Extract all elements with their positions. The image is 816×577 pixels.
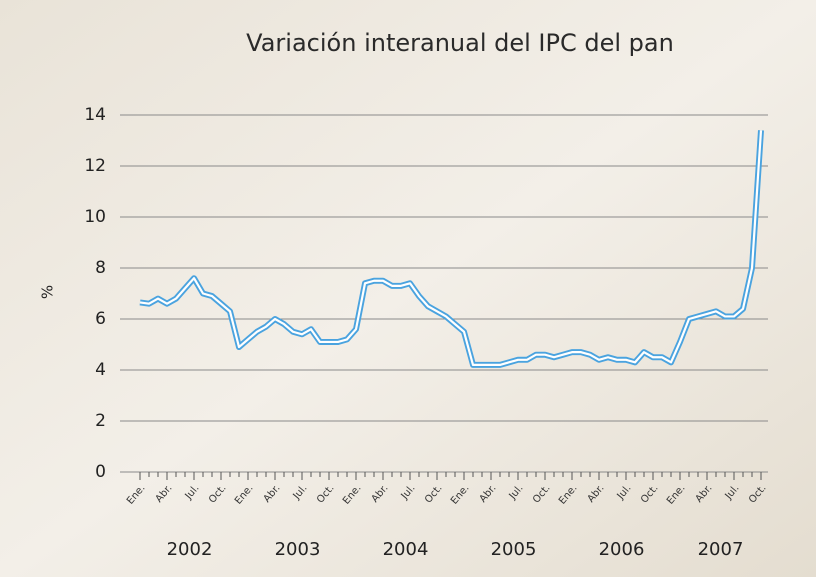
y-tick-label: 0 [95,462,106,482]
y-tick-label: 4 [95,360,106,380]
year-label: 2005 [491,539,537,560]
year-label: 2006 [599,539,645,560]
year-label: 2003 [275,539,321,560]
year-label: 2002 [167,539,213,560]
y-tick-label: 14 [84,105,106,125]
y-tick-label: 8 [95,258,106,278]
y-tick-label: 10 [84,207,106,227]
year-label: 2004 [383,539,429,560]
y-axis-label: % [39,285,57,299]
y-tick-label: 6 [95,309,106,329]
y-tick-label: 12 [84,156,106,176]
chart: Variación interanual del IPC del pan % 0… [0,0,816,577]
year-label: 2007 [698,539,744,560]
y-tick-label: 2 [95,411,106,431]
chart-title: Variación interanual del IPC del pan [246,29,674,57]
page: {"chart_data": {"type": "line", "title":… [0,0,816,577]
